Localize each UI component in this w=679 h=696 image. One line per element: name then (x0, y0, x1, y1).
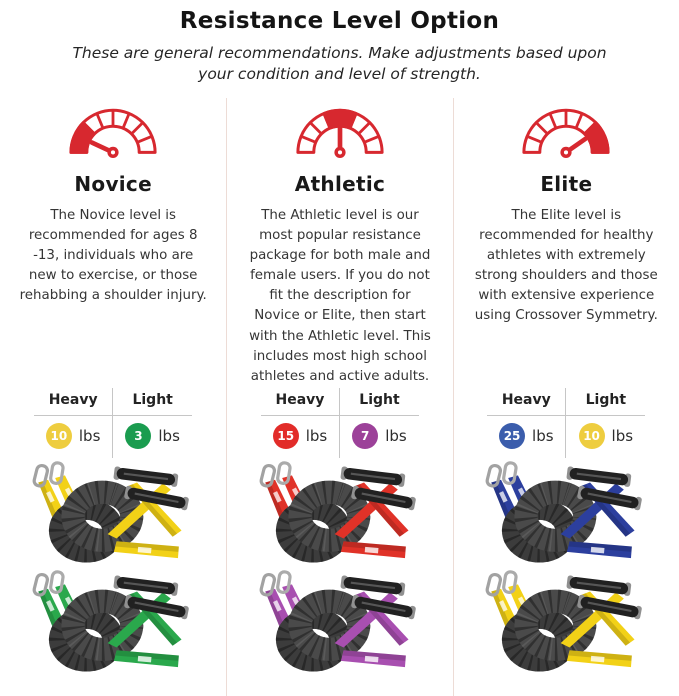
gauge-low-icon (66, 100, 160, 158)
level-column-elite: Elite The Elite level is recommended for… (452, 97, 679, 696)
resistance-band-product-image (24, 461, 202, 568)
light-weight-badge: 3 (125, 422, 152, 449)
level-description: The Elite level is recommended for healt… (474, 207, 658, 324)
resistance-band-product-image (251, 570, 429, 677)
heavy-weight-cell: 15 lbs (261, 415, 340, 458)
light-weight-unit: lbs (158, 426, 180, 445)
resistance-band-product-image (24, 570, 202, 677)
page-header: Resistance Level Option These are genera… (0, 0, 679, 85)
level-title: Elite (540, 171, 593, 196)
heavy-weight-badge: 25 (499, 422, 526, 449)
weight-table: Heavy Light 25 lbs 10 lbs (487, 387, 646, 458)
heavy-weight-badge: 10 (45, 422, 72, 449)
heavy-weight-value: 10 (50, 428, 68, 443)
level-description: The Athletic level is our most popular r… (249, 207, 431, 384)
heavy-weight-unit: lbs (78, 426, 101, 445)
light-weight-badge: 10 (578, 422, 605, 449)
product-images (251, 461, 429, 677)
light-column-header: Light (566, 388, 646, 416)
light-weight-cell: 10 lbs (566, 416, 645, 458)
level-column-athletic: Athletic The Athletic level is our most … (226, 97, 452, 696)
light-weight-cell: 7 lbs (340, 416, 419, 458)
level-description: The Novice level is recommended for ages… (19, 207, 207, 304)
level-columns: Novice The Novice level is recommended f… (0, 97, 679, 696)
weight-table: Heavy Light 10 lbs 3 lbs (34, 387, 193, 458)
light-weight-value: 10 (583, 428, 600, 443)
gauge-high-icon (519, 100, 613, 158)
heavy-weight-badge: 15 (272, 422, 299, 449)
heavy-column-header: Heavy (487, 387, 567, 416)
level-title: Novice (74, 171, 152, 196)
light-weight-cell: 3 lbs (113, 416, 192, 458)
product-images (477, 461, 655, 677)
heavy-weight-cell: 25 lbs (487, 415, 567, 458)
heavy-weight-value: 15 (277, 428, 295, 443)
page-title: Resistance Level Option (179, 8, 500, 34)
light-weight-unit: lbs (385, 426, 407, 445)
level-column-novice: Novice The Novice level is recommended f… (0, 98, 226, 696)
light-weight-badge: 7 (352, 422, 379, 449)
light-column-header: Light (113, 388, 193, 416)
level-title: Athletic (294, 171, 386, 196)
weight-table: Heavy Light 15 lbs 7 lbs (260, 387, 419, 458)
resistance-band-product-image (477, 461, 655, 568)
heavy-weight-cell: 10 lbs (34, 415, 114, 458)
page-subtitle: These are general recommendations. Make … (72, 44, 607, 83)
product-images (24, 461, 202, 677)
light-weight-value: 3 (134, 428, 143, 443)
light-weight-value: 7 (361, 428, 370, 443)
light-column-header: Light (339, 388, 419, 416)
gauge-mid-icon (293, 100, 387, 158)
heavy-column-header: Heavy (260, 387, 340, 416)
resistance-band-product-image (251, 461, 429, 568)
heavy-weight-unit: lbs (532, 426, 554, 445)
heavy-weight-unit: lbs (305, 426, 328, 445)
heavy-column-header: Heavy (34, 387, 114, 416)
resistance-band-product-image (477, 570, 655, 677)
light-weight-unit: lbs (611, 426, 634, 445)
heavy-weight-value: 25 (503, 428, 521, 443)
